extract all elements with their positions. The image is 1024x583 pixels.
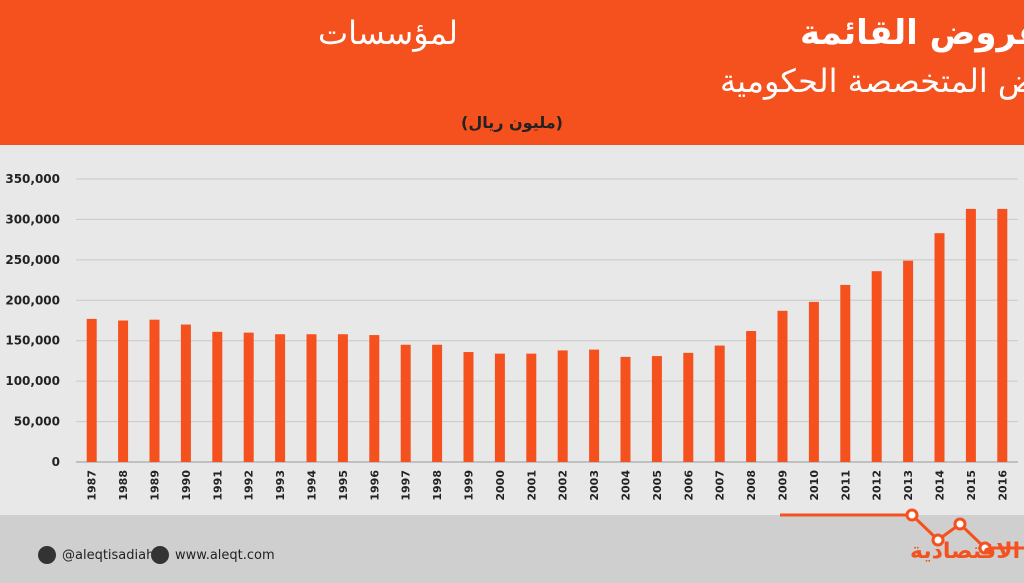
x-tick-label: 1987 — [86, 470, 99, 501]
bar — [432, 344, 443, 462]
x-tick-label: 1997 — [400, 470, 413, 501]
website: www.aleqt.com — [175, 548, 275, 563]
bar — [400, 344, 411, 462]
chart-title: تطور قيمة القروض القائمة — [800, 13, 1024, 53]
x-tick-label: 2007 — [714, 470, 727, 501]
y-tick-label: 100,000 — [5, 374, 60, 388]
x-tick-label: 1995 — [337, 470, 350, 501]
x-tick-label: 1989 — [149, 470, 162, 501]
chart-title: الإقراض المتخصصة الحكومية — [720, 62, 1024, 100]
y-tick-label: 350,000 — [5, 172, 60, 186]
x-tick-label: 2016 — [996, 470, 1009, 501]
bar — [118, 320, 129, 462]
logo: الاقتصادية — [910, 539, 1020, 564]
bar — [212, 331, 223, 462]
bar — [589, 349, 600, 462]
bar — [840, 284, 851, 462]
bar — [369, 335, 380, 462]
bar — [746, 331, 757, 462]
bar — [337, 334, 348, 462]
bar — [934, 233, 945, 462]
bar — [306, 334, 317, 462]
decor-dot — [905, 508, 919, 522]
chart-subtitle: (مليون ريال) — [461, 113, 563, 132]
bar — [683, 352, 694, 462]
x-tick-label: 2008 — [745, 470, 758, 501]
x-tick-label: 1996 — [368, 470, 381, 501]
x-tick-label: 2014 — [934, 470, 947, 501]
twitter-icon — [38, 546, 56, 564]
bar — [243, 332, 254, 462]
x-tick-label: 1999 — [463, 470, 476, 501]
x-tick-label: 1993 — [274, 470, 287, 501]
x-tick-label: 2010 — [808, 470, 821, 501]
y-tick-label: 50,000 — [14, 415, 60, 429]
x-tick-label: 1998 — [431, 470, 444, 501]
bar — [526, 353, 537, 462]
bar — [777, 310, 788, 462]
bar — [965, 208, 976, 462]
x-tick-label: 2015 — [965, 470, 978, 501]
x-tick-label: 2003 — [588, 470, 601, 501]
x-tick-label: 2011 — [839, 470, 852, 501]
y-tick-label: 250,000 — [5, 253, 60, 267]
web-icon — [151, 546, 169, 564]
decor-dot — [953, 517, 967, 531]
x-tick-label: 2013 — [902, 470, 915, 501]
x-tick-label: 2012 — [871, 470, 884, 501]
bar — [714, 345, 725, 462]
bar — [275, 334, 286, 462]
decor-dot — [978, 541, 992, 555]
x-tick-label: 1990 — [180, 470, 193, 501]
bar — [997, 208, 1008, 462]
x-tick-label: 1994 — [306, 470, 319, 501]
x-tick-label: 2001 — [525, 470, 538, 501]
bar — [651, 356, 662, 462]
x-tick-label: 2004 — [620, 470, 633, 501]
x-tick-label: 1992 — [243, 470, 256, 501]
y-tick-label: 200,000 — [5, 293, 60, 307]
x-tick-label: 1991 — [211, 470, 224, 501]
bar — [180, 324, 191, 462]
bar — [494, 353, 505, 462]
footer-band — [0, 515, 1024, 583]
x-tick-label: 2009 — [777, 470, 790, 501]
y-tick-label: 300,000 — [5, 212, 60, 226]
bar — [620, 356, 631, 462]
plot-background — [0, 145, 1024, 515]
y-tick-label: 150,000 — [5, 334, 60, 348]
x-tick-label: 1988 — [117, 470, 130, 501]
bar — [903, 260, 914, 462]
y-tick-label: 0 — [52, 455, 60, 469]
bar — [808, 301, 819, 462]
bar — [871, 271, 882, 462]
twitter-handle: @aleqtisadiah — [62, 548, 154, 563]
bar — [557, 350, 568, 462]
chart-plot: 0 50,000 100,000 150,000 200,000 250,000 300,0… — [5, 172, 1018, 501]
bar — [86, 318, 97, 462]
decor-dot — [931, 533, 945, 547]
x-tick-label: 2005 — [651, 470, 664, 501]
chart-title: لمؤسسات — [318, 14, 458, 52]
header-band — [0, 0, 1024, 145]
bar — [463, 352, 474, 462]
x-tick-label: 2000 — [494, 470, 507, 501]
bar — [149, 319, 160, 462]
x-tick-label: 2006 — [682, 470, 695, 501]
x-tick-label: 2002 — [557, 470, 570, 501]
